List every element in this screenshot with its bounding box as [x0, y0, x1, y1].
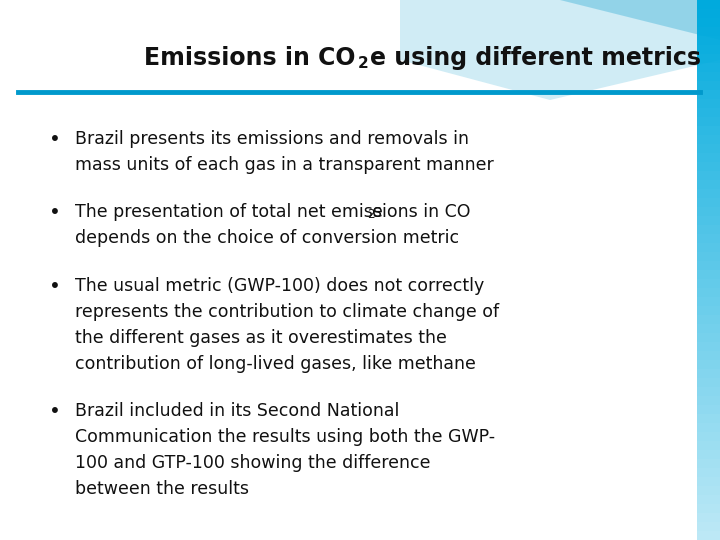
Bar [697, 324, 720, 333]
Bar [697, 369, 720, 378]
Bar [697, 135, 720, 144]
Bar [697, 342, 720, 351]
Text: e using different metrics: e using different metrics [370, 46, 701, 70]
Text: depends on the choice of conversion metric: depends on the choice of conversion metr… [75, 230, 459, 247]
Bar [697, 414, 720, 423]
Bar [697, 396, 720, 405]
Text: Emissions in CO: Emissions in CO [143, 46, 355, 70]
Bar [697, 432, 720, 441]
Bar [697, 387, 720, 396]
Text: Brazil presents its emissions and removals in: Brazil presents its emissions and remova… [75, 130, 469, 148]
Bar [697, 54, 720, 63]
Bar [697, 306, 720, 315]
Text: the different gases as it overestimates the: the different gases as it overestimates … [75, 329, 447, 347]
Bar [697, 360, 720, 369]
Text: e: e [372, 204, 383, 221]
Text: The usual metric (GWP-100) does not correctly: The usual metric (GWP-100) does not corr… [75, 277, 485, 295]
Text: between the results: between the results [75, 480, 249, 498]
Bar [697, 261, 720, 270]
Bar [697, 189, 720, 198]
Polygon shape [400, 0, 720, 100]
Polygon shape [560, 0, 720, 40]
Bar [697, 225, 720, 234]
Text: mass units of each gas in a transparent manner: mass units of each gas in a transparent … [75, 156, 494, 174]
Bar [697, 423, 720, 432]
Bar [697, 495, 720, 504]
Bar [697, 504, 720, 513]
Bar [697, 36, 720, 45]
Bar [697, 513, 720, 522]
Bar [697, 252, 720, 261]
Bar [697, 288, 720, 297]
Bar [697, 108, 720, 117]
Bar [697, 468, 720, 477]
Bar [697, 63, 720, 72]
Bar [697, 153, 720, 162]
Text: The presentation of total net emissions in CO: The presentation of total net emissions … [75, 204, 470, 221]
Bar [697, 378, 720, 387]
Bar [697, 234, 720, 243]
Text: 2: 2 [367, 208, 375, 221]
Text: represents the contribution to climate change of: represents the contribution to climate c… [75, 303, 499, 321]
Bar [697, 522, 720, 531]
Bar [697, 315, 720, 324]
Text: 2: 2 [358, 57, 369, 71]
Bar [697, 441, 720, 450]
Bar [697, 207, 720, 216]
Bar [697, 333, 720, 342]
Bar [697, 459, 720, 468]
Bar [697, 81, 720, 90]
Bar [697, 180, 720, 189]
Text: Communication the results using both the GWP-: Communication the results using both the… [75, 428, 495, 446]
Bar [697, 0, 720, 9]
Text: 100 and GTP-100 showing the difference: 100 and GTP-100 showing the difference [75, 454, 431, 472]
Bar [697, 198, 720, 207]
Bar [697, 72, 720, 81]
Bar [697, 450, 720, 459]
Text: •: • [49, 130, 61, 149]
Bar [697, 9, 720, 18]
Bar [697, 486, 720, 495]
Bar [697, 171, 720, 180]
Bar [697, 117, 720, 126]
Bar [697, 216, 720, 225]
Bar [697, 405, 720, 414]
Text: •: • [49, 402, 61, 421]
Bar [697, 144, 720, 153]
Bar [697, 297, 720, 306]
Text: •: • [49, 277, 61, 296]
Bar [697, 18, 720, 27]
Bar [697, 27, 720, 36]
Bar [697, 477, 720, 486]
Text: Brazil included in its Second National: Brazil included in its Second National [75, 402, 400, 420]
Bar [697, 99, 720, 108]
Text: •: • [49, 204, 61, 222]
Bar [697, 279, 720, 288]
Bar [697, 270, 720, 279]
Bar [697, 531, 720, 540]
Bar [697, 126, 720, 135]
Bar [697, 243, 720, 252]
Bar [697, 45, 720, 54]
Text: contribution of long-lived gases, like methane: contribution of long-lived gases, like m… [75, 355, 476, 373]
Bar [697, 162, 720, 171]
Bar [697, 90, 720, 99]
Bar [697, 351, 720, 360]
